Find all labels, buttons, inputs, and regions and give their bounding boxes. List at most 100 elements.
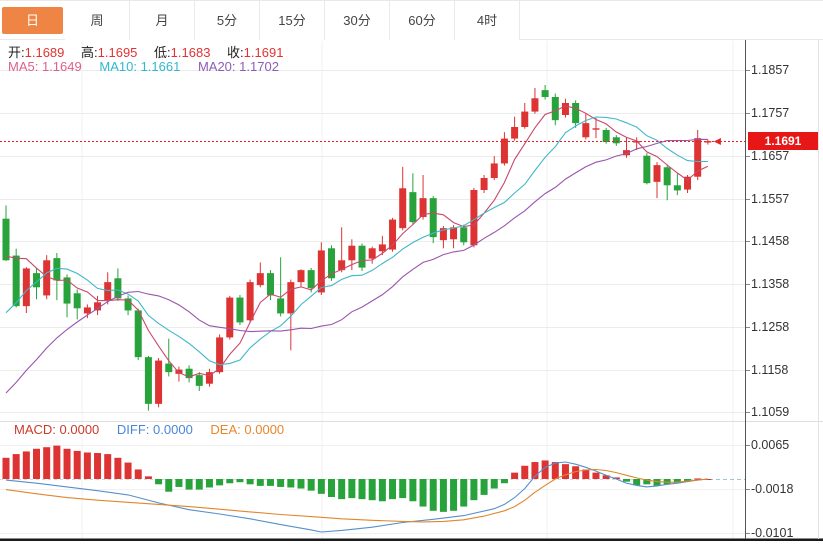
macd-bar	[653, 479, 661, 486]
macd-bar	[643, 479, 651, 485]
candle-body	[338, 260, 346, 271]
macd-bar	[124, 462, 132, 479]
price-axis-label: 1.1757	[751, 105, 790, 120]
candle-body	[2, 218, 10, 261]
macd-bar	[561, 464, 569, 479]
tab-5min[interactable]: 5分	[195, 0, 260, 40]
candle-body	[643, 155, 651, 184]
macd-bar	[297, 479, 305, 489]
candle-body	[470, 190, 478, 246]
macd-bar	[439, 479, 447, 512]
macd-bar	[53, 445, 61, 479]
candle-body	[195, 375, 203, 386]
candle-body	[175, 369, 183, 374]
candle-body	[53, 258, 61, 281]
macd-bar	[63, 448, 71, 479]
candle-body	[348, 245, 356, 261]
price-axis-label: 1.1458	[751, 234, 790, 248]
candle-body	[266, 273, 274, 296]
macd-bar	[673, 479, 681, 484]
tab-day[interactable]: 日	[2, 6, 63, 34]
candle-body	[572, 103, 580, 124]
low-label: 低:	[154, 45, 171, 60]
ma5-line	[5, 105, 709, 378]
close-label: 收:	[227, 45, 244, 60]
macd-bar	[592, 472, 600, 479]
macd-bar	[287, 479, 295, 488]
macd-bar	[389, 479, 397, 500]
macd-bar	[399, 479, 407, 499]
macd-bar	[572, 466, 580, 479]
timeframe-tab-bar: 日 周 月 5分 15分 30分 60分 4时	[0, 0, 823, 40]
candle-body	[124, 298, 132, 311]
candle-body	[673, 185, 681, 191]
candle-body	[155, 360, 163, 404]
candle-body	[226, 297, 234, 338]
macd-legend: MACD: 0.0000 DIFF: 0.0000 DEA: 0.0000	[14, 422, 298, 437]
macd-bar	[33, 448, 41, 479]
candle-body	[684, 176, 692, 190]
open-value: 1.1689	[24, 45, 65, 60]
price-axis-label: 1.1059	[751, 405, 790, 419]
macd-bar	[155, 479, 163, 485]
macd-bar	[185, 479, 193, 490]
tab-30min[interactable]: 30分	[325, 0, 390, 40]
macd-bar	[256, 479, 264, 486]
macd-bar	[114, 457, 122, 479]
macd-bar	[511, 472, 519, 479]
macd-bar	[144, 476, 152, 479]
ohlc-legend: 开:1.1689 高:1.1695 低:1.1683 收:1.1691	[8, 42, 296, 61]
candle-body	[277, 298, 285, 314]
tab-month[interactable]: 月	[130, 0, 195, 40]
candle-body	[246, 282, 254, 321]
macd-bar	[104, 454, 112, 479]
candle-body	[409, 192, 417, 223]
ma-legend: MA5: 1.1649 MA10: 1.1661 MA20: 1.1702	[8, 59, 293, 74]
macd-bar	[602, 475, 610, 479]
tab-15min[interactable]: 15分	[260, 0, 325, 40]
macd-bar	[622, 479, 630, 482]
price-axis-label: 1.1857	[751, 63, 790, 77]
candle-body	[460, 227, 468, 243]
macd-bar	[246, 479, 254, 485]
macd-bar	[684, 479, 692, 482]
macd-bar	[12, 454, 20, 479]
candle-body	[83, 307, 91, 314]
macd-bar	[134, 469, 142, 479]
tab-week[interactable]: 周	[65, 0, 130, 40]
candle-body	[73, 293, 81, 309]
candle-body	[511, 127, 519, 139]
candle-body	[582, 123, 590, 138]
macd-bar	[83, 452, 91, 479]
macd-bar	[633, 479, 641, 486]
tab-60min[interactable]: 60分	[390, 0, 455, 40]
candle-body	[602, 130, 610, 142]
macd-bar	[205, 479, 213, 488]
macd-bar	[521, 465, 529, 479]
dea-line	[5, 468, 708, 523]
macd-bar	[22, 451, 30, 479]
macd-value-legend: MACD: 0.0000	[14, 422, 100, 437]
candle-body	[165, 363, 173, 373]
candle-body	[144, 357, 152, 404]
tab-4hour[interactable]: 4时	[455, 0, 520, 40]
candle-body	[551, 97, 559, 121]
current-price-badge: 1.1691	[748, 132, 818, 151]
macd-bar	[541, 460, 549, 479]
candle-body	[307, 270, 315, 289]
macd-bar	[612, 477, 620, 479]
macd-bar	[195, 479, 203, 490]
close-value: 1.1691	[243, 45, 284, 60]
candle-body	[663, 167, 671, 186]
candle-body	[236, 297, 244, 323]
macd-axis-label: 0.0065	[751, 437, 790, 452]
candle-body	[612, 137, 620, 144]
macd-bar	[266, 479, 274, 486]
diff-value-legend: DIFF: 0.0000	[116, 422, 193, 437]
ma5-legend: MA5: 1.1649	[8, 59, 82, 74]
candle-body	[185, 368, 193, 379]
macd-bar	[368, 479, 376, 501]
candle-body	[12, 255, 20, 307]
candle-body	[592, 128, 600, 130]
